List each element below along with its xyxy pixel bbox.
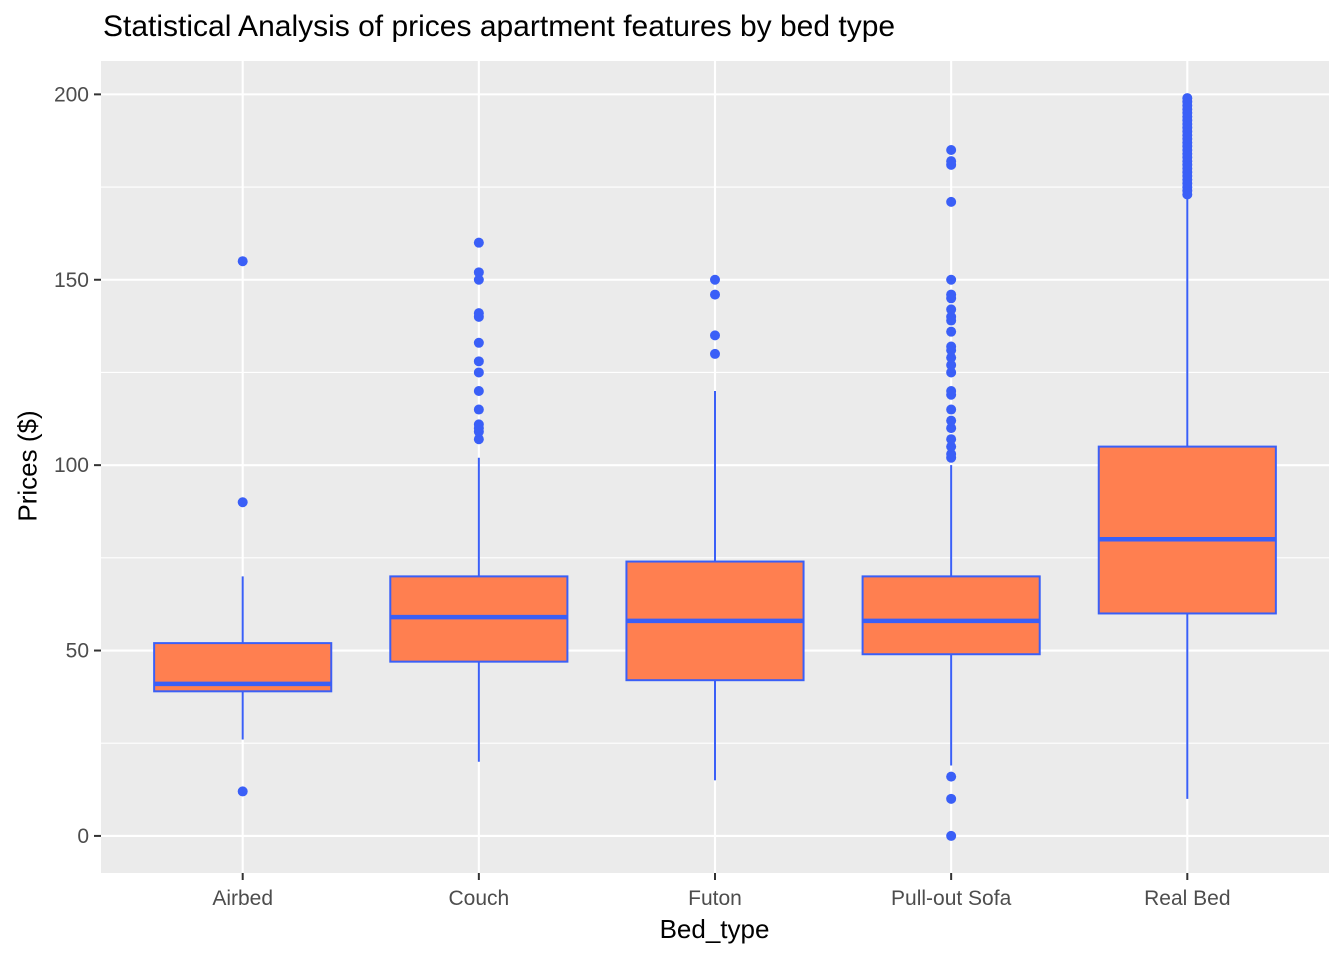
outlier-point: [946, 415, 957, 426]
outlier-point: [710, 289, 720, 300]
x-tick-label: Airbed: [212, 887, 273, 910]
outlier-point: [710, 274, 720, 285]
outlier-point: [473, 385, 484, 396]
outlier-point: [946, 144, 957, 155]
outlier-point: [473, 356, 484, 367]
outlier-point: [946, 156, 957, 167]
box: [1097, 445, 1277, 615]
outlier-point: [473, 274, 484, 285]
outlier-point: [946, 274, 957, 285]
outlier-point: [1182, 93, 1193, 104]
outlier-point: [946, 793, 957, 804]
y-tick-label: 50: [66, 640, 89, 663]
outlier-point: [946, 449, 957, 460]
outlier-point: [946, 771, 957, 782]
y-tick-label: 150: [54, 269, 89, 292]
outlier-point: [473, 337, 484, 348]
outlier-point: [473, 419, 484, 430]
outlier-point: [946, 311, 957, 322]
y-tick-label: 0: [77, 825, 89, 848]
outlier-point: [946, 304, 957, 315]
x-tick-label: Real Bed: [1144, 887, 1230, 910]
outlier-point: [946, 341, 957, 352]
box: [861, 575, 1041, 656]
outlier-point: [237, 256, 248, 267]
x-tick-label: Pull-out Sofa: [891, 887, 1012, 910]
outlier-point: [946, 367, 957, 378]
outlier-point: [946, 352, 957, 363]
outlier-point: [946, 289, 957, 300]
outlier-point: [710, 330, 720, 341]
outlier-point: [473, 267, 484, 278]
outlier-point: [946, 360, 957, 371]
outlier-point: [946, 385, 957, 396]
outlier-point: [946, 423, 957, 434]
x-axis-title: Bed_type: [659, 914, 770, 944]
y-axis-title: Prices ($): [12, 410, 43, 522]
outlier-point: [946, 196, 957, 207]
y-tick-label: 100: [54, 454, 89, 477]
outlier-point: [473, 367, 484, 378]
y-tick-label: 200: [54, 83, 89, 106]
outlier-point: [237, 497, 248, 508]
x-tick-label: Couch: [448, 887, 509, 910]
outlier-point: [946, 434, 957, 445]
outlier-point: [473, 404, 484, 415]
outlier-point: [946, 326, 957, 337]
outlier-point: [237, 786, 248, 797]
outlier-point: [473, 308, 484, 319]
outlier-point: [473, 434, 484, 445]
outlier-point: [946, 830, 957, 841]
outlier-point: [710, 348, 720, 359]
chart-title: Statistical Analysis of prices apartment…: [103, 10, 896, 43]
outlier-point: [473, 237, 484, 248]
x-tick-label: Futon: [688, 887, 742, 910]
outlier-point: [946, 404, 957, 415]
outlier-point: [946, 441, 957, 452]
